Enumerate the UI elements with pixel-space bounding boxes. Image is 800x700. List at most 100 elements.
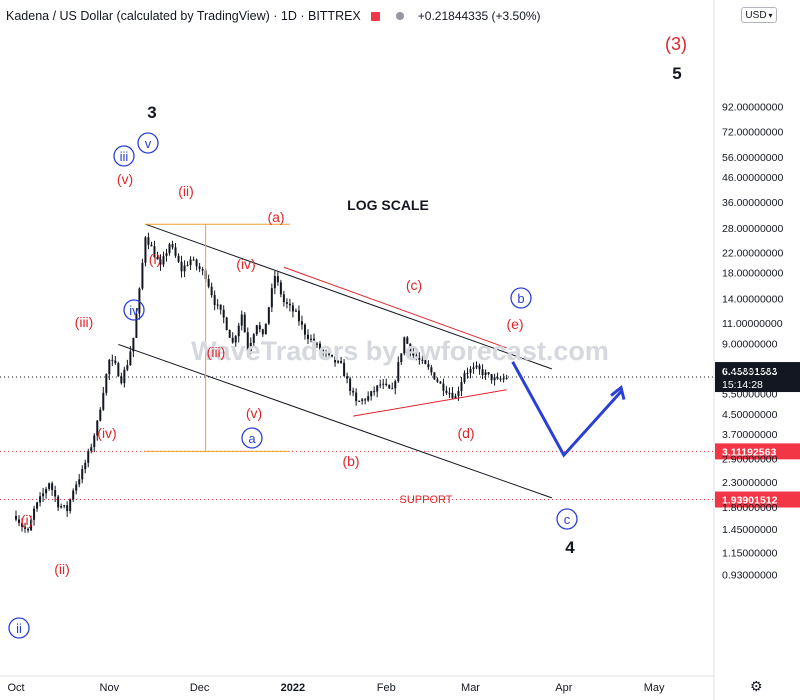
y-tick-label: 92.00000000 [722, 102, 783, 114]
wave-blue-label: iv [129, 303, 139, 318]
y-tick-label: 4.50000000 [722, 409, 778, 421]
y-tick-label: 11.00000000 [722, 318, 783, 330]
candle-body [165, 253, 168, 257]
candle-body [436, 379, 439, 382]
support-label: SUPPORT [400, 494, 453, 506]
candle-body [472, 367, 475, 370]
settings-gear-icon[interactable]: ⚙ [750, 678, 763, 694]
wave-blue-label: ii [16, 621, 22, 636]
candle-body [42, 493, 45, 497]
candle-body [379, 384, 382, 386]
wave-red-label: (iv) [97, 425, 116, 441]
candle-body [364, 399, 367, 401]
candle-body [159, 259, 162, 265]
candle-body [409, 343, 412, 353]
candle-body [282, 294, 285, 303]
candle-body [433, 372, 436, 380]
candle-body [285, 302, 288, 304]
price-change: +0.21844335 (+3.50%) [417, 9, 541, 23]
candle-body [36, 502, 39, 509]
y-tick-label: 56.00000000 [722, 152, 783, 164]
candle-body [216, 304, 219, 306]
candle-body [126, 365, 129, 370]
candle-body [84, 462, 87, 470]
wave-red-label: (ii) [54, 561, 70, 577]
candle-body [279, 282, 282, 295]
candle-body [322, 349, 325, 352]
candle-body [484, 372, 487, 376]
candle-body [403, 337, 406, 354]
candle-body [90, 447, 93, 452]
candle-body [198, 266, 201, 270]
candle-body [114, 360, 117, 364]
wave-blue-circle [8, 617, 30, 639]
candle-body [78, 479, 81, 485]
candle-body [261, 329, 264, 335]
candle-body [340, 361, 343, 363]
wave-blue-circle [113, 145, 135, 167]
wave-5-label: 5 [672, 64, 681, 83]
candle-body [415, 355, 418, 358]
candle-body [442, 383, 445, 391]
candle-body [120, 376, 123, 384]
candle-body [346, 376, 349, 379]
candle-body [288, 303, 291, 306]
candle-body [505, 377, 508, 379]
y-tick-label: 9.00000000 [722, 338, 778, 350]
candle-body [460, 382, 463, 392]
candle-body [312, 338, 315, 344]
candle-body [267, 307, 270, 324]
log-scale-label: LOG SCALE [347, 197, 429, 213]
candle-body [24, 526, 27, 529]
y-tick-label: 1.80000000 [722, 502, 778, 514]
candle-body [406, 337, 409, 344]
candle-body [234, 336, 237, 343]
y-tick-label: 2.30000000 [722, 477, 778, 489]
candle-body [367, 396, 370, 401]
currency-select[interactable]: USD ▾ [741, 7, 777, 23]
candle-body [15, 515, 17, 520]
candle-body [93, 435, 96, 448]
candle-body [132, 337, 135, 352]
watermark-text: WaveTraders by ewforecast.com [191, 336, 609, 366]
wave-blue-label: c [564, 512, 571, 527]
candle-body [63, 505, 66, 507]
wave-red-label: (e) [506, 316, 523, 332]
x-tick-label: Oct [7, 682, 24, 694]
candle-body [69, 499, 72, 512]
chart-header: Kadena / US Dollar (calculated by Tradin… [6, 6, 541, 26]
y-tick-label: 1.15000000 [722, 548, 778, 560]
candle-body [156, 257, 159, 260]
x-tick-label: Apr [555, 682, 572, 694]
candle-body [189, 259, 192, 266]
wave-red-label: (i) [21, 512, 33, 528]
candle-body [424, 360, 427, 365]
forecast-path [511, 361, 623, 458]
candle-body [27, 528, 30, 531]
candle-body [355, 392, 358, 402]
candle-body [150, 244, 153, 247]
wave-red-label: (b) [342, 453, 359, 469]
x-tick-label: 2022 [281, 682, 305, 694]
level-1-label: 3.11192563 [722, 446, 776, 458]
candle-body [373, 391, 376, 393]
wave-blue-label: b [517, 291, 524, 306]
data-status-icon [395, 12, 404, 20]
wave-red-label: (d) [457, 425, 474, 441]
candle-body [243, 314, 246, 333]
candle-body [294, 310, 297, 312]
candle-body [385, 383, 388, 386]
candle-body [297, 310, 300, 322]
candle-body [475, 365, 478, 368]
y-tick-label: 28.00000000 [722, 223, 783, 235]
candle-body [382, 383, 385, 385]
candle-body [54, 490, 57, 497]
candle-body [249, 342, 252, 352]
forecast-arrow-head [610, 384, 626, 400]
symbol-title[interactable]: Kadena / US Dollar (calculated by Tradin… [6, 9, 361, 23]
candle-body [349, 378, 352, 391]
y-tick-label: 22.00000000 [722, 247, 783, 259]
candle-body [246, 332, 249, 352]
candle-body [309, 338, 312, 340]
